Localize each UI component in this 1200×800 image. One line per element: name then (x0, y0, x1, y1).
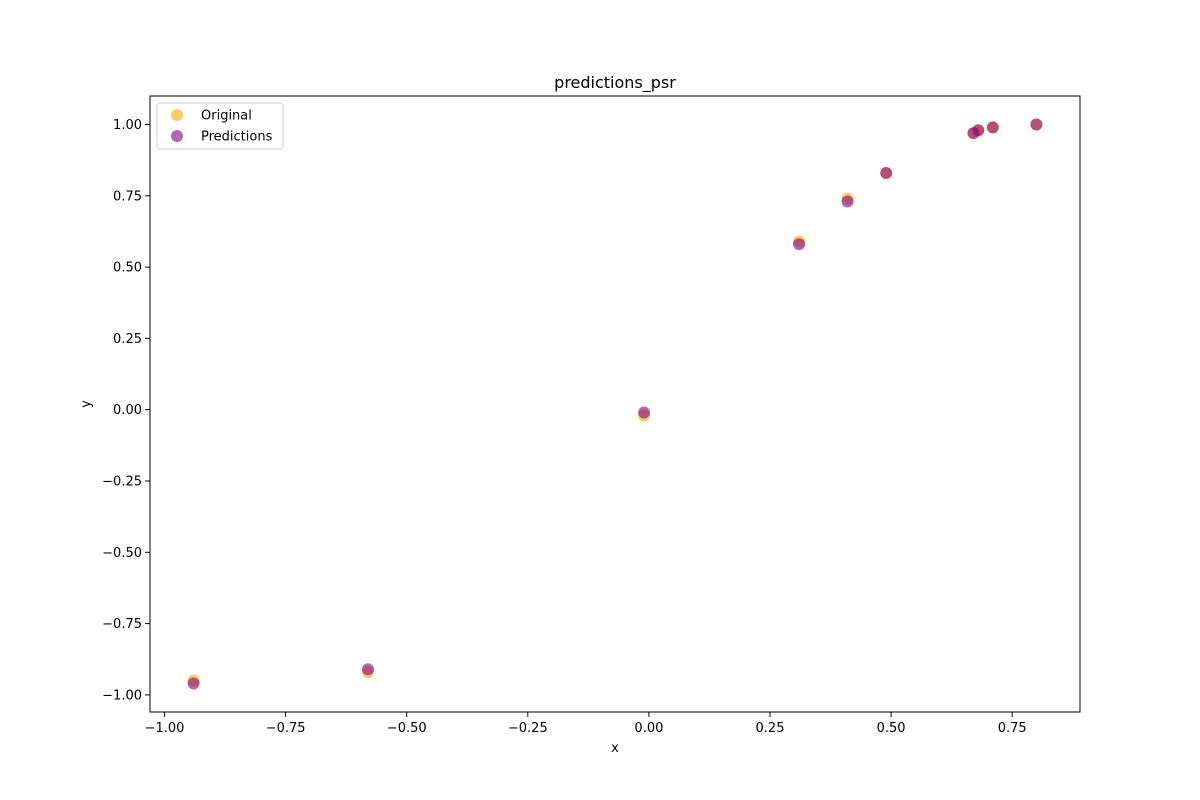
legend-label-original: Original (201, 109, 252, 124)
x-tick-label: 0.75 (998, 721, 1027, 736)
y-tick-label: 0.00 (113, 403, 142, 418)
predictions-point (361, 663, 374, 676)
y-tick-label: 0.75 (113, 189, 142, 204)
legend-marker-predictions (171, 130, 183, 142)
predictions-point (841, 195, 854, 208)
legend: Original Predictions (156, 102, 284, 150)
y-tick-label: −0.50 (102, 546, 142, 561)
x-tick-label: −0.50 (387, 721, 427, 736)
x-tick-label: 0.50 (877, 721, 906, 736)
y-tick-label: −0.25 (102, 475, 142, 490)
y-tick-label: −0.75 (102, 617, 142, 632)
y-tick-label: 0.50 (113, 261, 142, 276)
legend-marker-original (171, 109, 183, 121)
y-tick-label: 1.00 (113, 118, 142, 133)
predictions-point (638, 406, 651, 419)
legend-label-predictions: Predictions (201, 130, 273, 145)
x-tick-label: 0.00 (634, 721, 663, 736)
x-tick-label: 0.25 (756, 721, 785, 736)
predictions-point (187, 677, 200, 690)
y-axis-label: y (79, 400, 94, 408)
legend-box (156, 102, 284, 150)
predictions-point (880, 167, 893, 179)
y-tick-label: 0.25 (113, 332, 142, 347)
y-tick-label: −1.00 (102, 688, 142, 703)
predictions-point (793, 238, 806, 251)
predictions-point (1030, 118, 1043, 131)
x-tick-label: −0.75 (266, 721, 306, 736)
plot-area: −1.00 −0.75 −0.50 −0.25 0.00 0.25 0.50 0.75 −1.0… (102, 95, 1081, 736)
chart-title: predictions_psr (554, 73, 676, 93)
x-tick-label: −0.25 (508, 721, 548, 736)
axes-frame (149, 95, 1081, 713)
x-axis-label: x (611, 741, 619, 756)
predictions-point (972, 124, 985, 137)
x-tick-label: −1.00 (145, 721, 185, 736)
predictions-point (986, 121, 999, 134)
